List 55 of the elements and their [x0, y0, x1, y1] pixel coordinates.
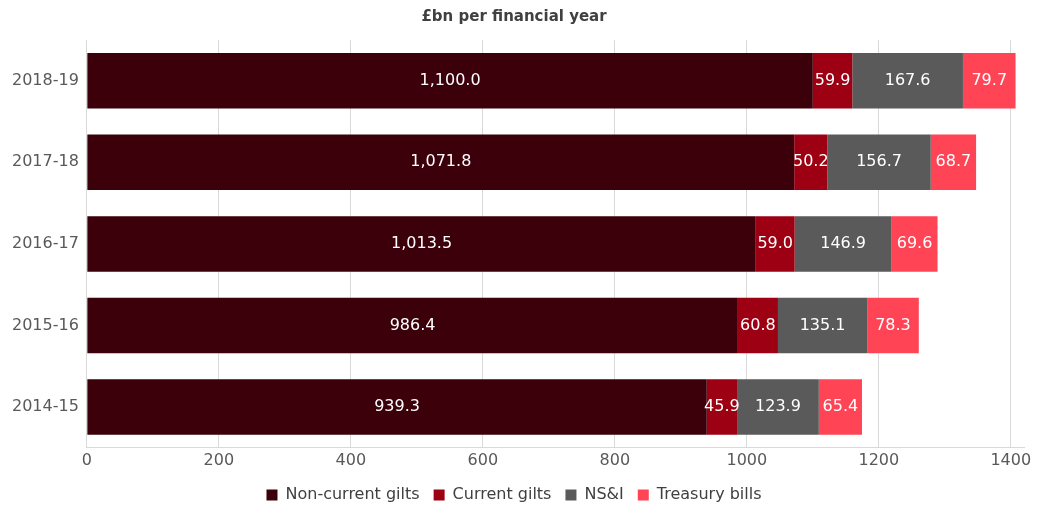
bar: [87, 53, 813, 109]
y-tick-label: 2016-17: [11, 233, 79, 253]
x-tick-label: 800: [599, 449, 631, 469]
bar: [87, 134, 795, 191]
bar: [87, 216, 756, 272]
bar: [777, 297, 868, 354]
bar: [930, 134, 977, 191]
data-label: 123.9: [755, 396, 801, 416]
bar: [891, 216, 938, 272]
data-label: 156.7: [856, 151, 902, 171]
bar: [87, 297, 738, 354]
bar: [737, 379, 819, 435]
legend-label: Treasury bills: [655, 484, 762, 504]
data-label: 1,071.8: [410, 151, 472, 171]
data-label: 1,013.5: [391, 233, 453, 253]
y-tick-label: 2014-15: [11, 396, 79, 416]
y-tick-label: 2015-16: [11, 314, 79, 334]
x-tick-label: 1200: [858, 449, 900, 469]
bar: [755, 216, 795, 272]
data-label: 146.9: [820, 233, 867, 253]
x-tick-label: 400: [335, 449, 367, 469]
x-tick-label: 0: [81, 449, 92, 469]
x-tick-label: 1400: [990, 449, 1032, 469]
data-label: 69.6: [896, 233, 933, 253]
data-label: 60.8: [740, 314, 776, 334]
y-tick-label: 2017-18: [11, 151, 79, 171]
data-label: 50.2: [792, 151, 829, 171]
data-label: 1,100.0: [419, 69, 481, 89]
bar: [812, 53, 853, 109]
chart-title: £bn per financial year: [421, 6, 608, 25]
data-label: 45.9: [704, 396, 740, 416]
data-label: 986.4: [389, 314, 436, 334]
bar: [962, 53, 1016, 109]
x-tick-label: 600: [467, 449, 499, 469]
data-label: 59.9: [814, 69, 851, 89]
data-label: 78.3: [875, 314, 911, 334]
bar: [818, 379, 862, 435]
data-label: 68.7: [935, 151, 972, 171]
data-label: 939.3: [374, 396, 420, 416]
bar: [794, 216, 892, 272]
data-label: 167.6: [884, 69, 931, 89]
bar: [706, 379, 738, 435]
bar: [852, 53, 963, 109]
bar: [827, 134, 931, 191]
data-label: 135.1: [799, 314, 846, 334]
legend-label: Non-current gilts: [285, 484, 420, 504]
legend-label: Current gilts: [452, 484, 552, 504]
data-label: 79.7: [971, 69, 1008, 89]
bar: [867, 297, 919, 354]
data-label: 59.0: [757, 233, 794, 253]
data-label: 65.4: [822, 396, 859, 416]
legend-label: NS&I: [584, 484, 624, 504]
y-tick-label: 2018-19: [11, 69, 79, 89]
x-tick-label: 1000: [726, 449, 768, 469]
x-tick-label: 200: [203, 449, 235, 469]
